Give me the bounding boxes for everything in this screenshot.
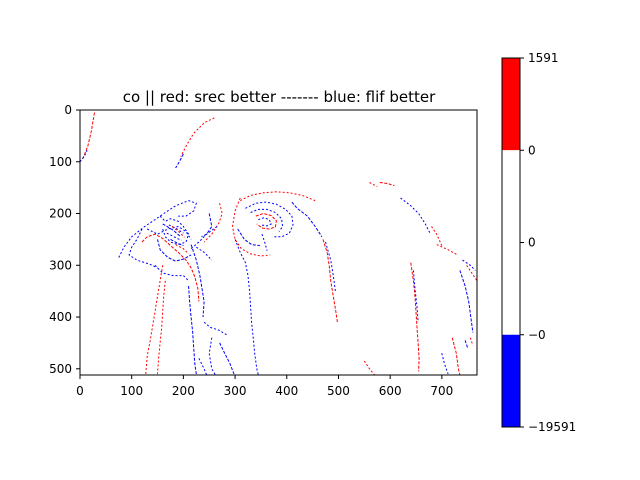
contour-blue-26 (208, 337, 216, 376)
x-tick-label: 400 (275, 384, 298, 398)
x-axis: 0 100 200 300 400 500 600 700 (76, 375, 453, 398)
contour-blue-25 (203, 321, 228, 336)
colorbar-band (502, 150, 520, 335)
contour-blue-37 (258, 217, 272, 227)
contour-blue-21 (190, 244, 205, 318)
contour-layer (79, 112, 478, 376)
contour-red-23 (157, 280, 166, 375)
colorbar-tick-label: 0 (528, 143, 536, 157)
y-axis: 0 100 200 300 400 500 (49, 103, 80, 376)
colorbar-tick-label: 1591 (528, 51, 559, 65)
contour-red-53 (363, 360, 375, 376)
contour-blue-9 (162, 223, 182, 238)
x-tick-label: 600 (379, 384, 402, 398)
contour-blue-15 (157, 239, 192, 262)
colorbar-band (502, 334, 520, 427)
contour-blue-5 (128, 228, 158, 269)
contour-blue-43 (400, 197, 431, 235)
contour-blue-28 (198, 358, 208, 376)
contour-blue-54 (464, 340, 469, 349)
contour-red-45 (410, 262, 420, 372)
contour-blue-8 (159, 215, 190, 246)
contour-red-47 (436, 244, 458, 256)
contour-blue-18 (201, 213, 213, 238)
contour-red-55 (469, 337, 474, 346)
y-tick-label: 300 (49, 258, 72, 272)
colorbar-tick-label: 0 (528, 236, 536, 250)
contour-blue-33 (291, 201, 323, 238)
contour-red-51 (451, 337, 461, 376)
colorbar-tick-label: −19591 (528, 420, 576, 434)
contour-red-32 (239, 191, 316, 202)
contour-blue-19 (190, 226, 218, 250)
contour-blue-34 (245, 201, 294, 238)
contour-blue-20 (196, 246, 213, 261)
colorbar: 1591 0 0 −0 −19591 (501, 51, 576, 434)
contour-red-36 (255, 212, 277, 230)
plot-frame (79, 109, 478, 376)
contour-red-0 (82, 112, 95, 160)
contour-blue-24 (188, 285, 197, 375)
x-tick-label: 200 (172, 384, 195, 398)
contour-blue-10 (168, 224, 184, 234)
x-tick-label: 0 (76, 384, 84, 398)
x-tick-label: 500 (327, 384, 350, 398)
contour-red-14 (175, 244, 189, 255)
y-tick-label: 500 (49, 362, 72, 376)
contour-red-13 (171, 226, 185, 238)
chart-title: co || red: srec better ------- blue: fli… (123, 88, 436, 106)
contour-blue-11 (166, 232, 182, 241)
contour-blue-40 (325, 241, 336, 292)
contour-blue-52 (441, 353, 449, 375)
contour-blue-12 (170, 238, 184, 247)
contour-blue-48 (459, 270, 474, 333)
x-tick-label: 300 (224, 384, 247, 398)
contour-red-49 (466, 265, 478, 282)
contour-blue-16 (154, 264, 189, 282)
y-tick-label: 0 (64, 103, 72, 117)
y-tick-label: 100 (49, 155, 72, 169)
contour-blue-35 (250, 208, 284, 232)
contour-red-44 (431, 226, 443, 246)
x-tick-label: 700 (430, 384, 453, 398)
contour-red-17 (203, 203, 223, 243)
contour-blue-7 (146, 225, 192, 240)
contour-blue-3 (175, 153, 184, 169)
contour-blue-30 (237, 228, 260, 247)
contour-blue-38 (261, 234, 268, 251)
contour-blue-46 (412, 270, 419, 323)
x-tick-label: 100 (120, 384, 143, 398)
y-tick-label: 200 (49, 207, 72, 221)
contour-red-42 (379, 182, 395, 187)
contour-blue-4 (118, 200, 197, 258)
contour-red-2 (180, 117, 215, 157)
contour-red-29 (231, 197, 271, 257)
contour-red-41 (369, 182, 378, 188)
y-tick-label: 400 (49, 310, 72, 324)
contour-blue-50 (462, 259, 476, 271)
contour-red-22 (145, 265, 164, 376)
colorbar-band (502, 58, 520, 151)
contour-blue-31 (234, 239, 259, 376)
contour-blue-27 (219, 342, 235, 375)
contour-red-39 (322, 239, 338, 323)
colorbar-tick-label: −0 (528, 328, 546, 342)
contour-red-6 (141, 233, 200, 302)
